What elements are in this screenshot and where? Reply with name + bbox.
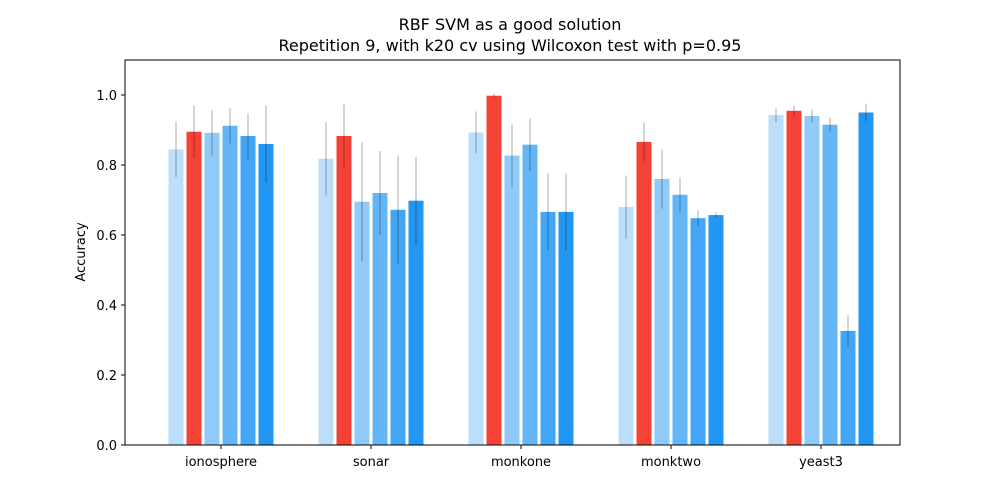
bars-group	[168, 95, 874, 446]
bar	[822, 124, 838, 445]
bar	[504, 155, 520, 446]
bar	[804, 116, 820, 445]
bar	[618, 207, 634, 445]
chart-subtitle: Repetition 9, with k20 cv using Wilcoxon…	[279, 36, 742, 55]
error-bars-group	[175, 93, 867, 347]
y-tick-label: 1.0	[96, 89, 117, 104]
bar	[558, 211, 574, 445]
bar	[372, 193, 388, 445]
bar	[690, 218, 706, 445]
bar	[354, 201, 370, 445]
y-tick-label: 0.0	[96, 439, 117, 454]
y-tick-label: 0.4	[96, 299, 117, 314]
bar	[840, 330, 856, 445]
bar	[768, 114, 784, 445]
bar	[204, 132, 220, 446]
bar	[186, 131, 202, 445]
chart-title: RBF SVM as a good solution	[399, 15, 622, 34]
bar	[486, 95, 502, 445]
bar	[636, 141, 652, 445]
x-axis: ionosphere sonar monkone monktwo yeast3	[185, 445, 843, 470]
bar	[240, 135, 256, 445]
plot-frame	[124, 59, 901, 446]
bar	[858, 112, 874, 445]
y-tick-label: 0.2	[96, 369, 117, 384]
bar	[540, 211, 556, 445]
bar	[336, 135, 352, 445]
x-tick-label: monktwo	[641, 455, 701, 470]
x-tick-label: sonar	[353, 455, 390, 470]
bar	[672, 194, 688, 445]
x-tick-label: ionosphere	[185, 455, 257, 470]
x-tick-label: monkone	[491, 455, 551, 470]
bar	[468, 132, 484, 445]
x-tick-label: yeast3	[799, 455, 843, 470]
bar	[654, 179, 670, 445]
bar	[222, 125, 238, 446]
bar	[258, 144, 274, 445]
bar	[786, 110, 802, 445]
bar	[390, 209, 406, 445]
bar	[708, 215, 724, 445]
bar	[318, 158, 334, 445]
y-axis-label: Accuracy	[74, 222, 89, 282]
y-tick-label: 0.6	[96, 229, 117, 244]
y-axis: 0.0 0.2 0.4 0.6 0.8 1.0	[96, 89, 125, 454]
bar	[408, 200, 424, 445]
y-tick-label: 0.8	[96, 159, 117, 174]
bar	[168, 149, 184, 445]
bar	[522, 144, 538, 445]
